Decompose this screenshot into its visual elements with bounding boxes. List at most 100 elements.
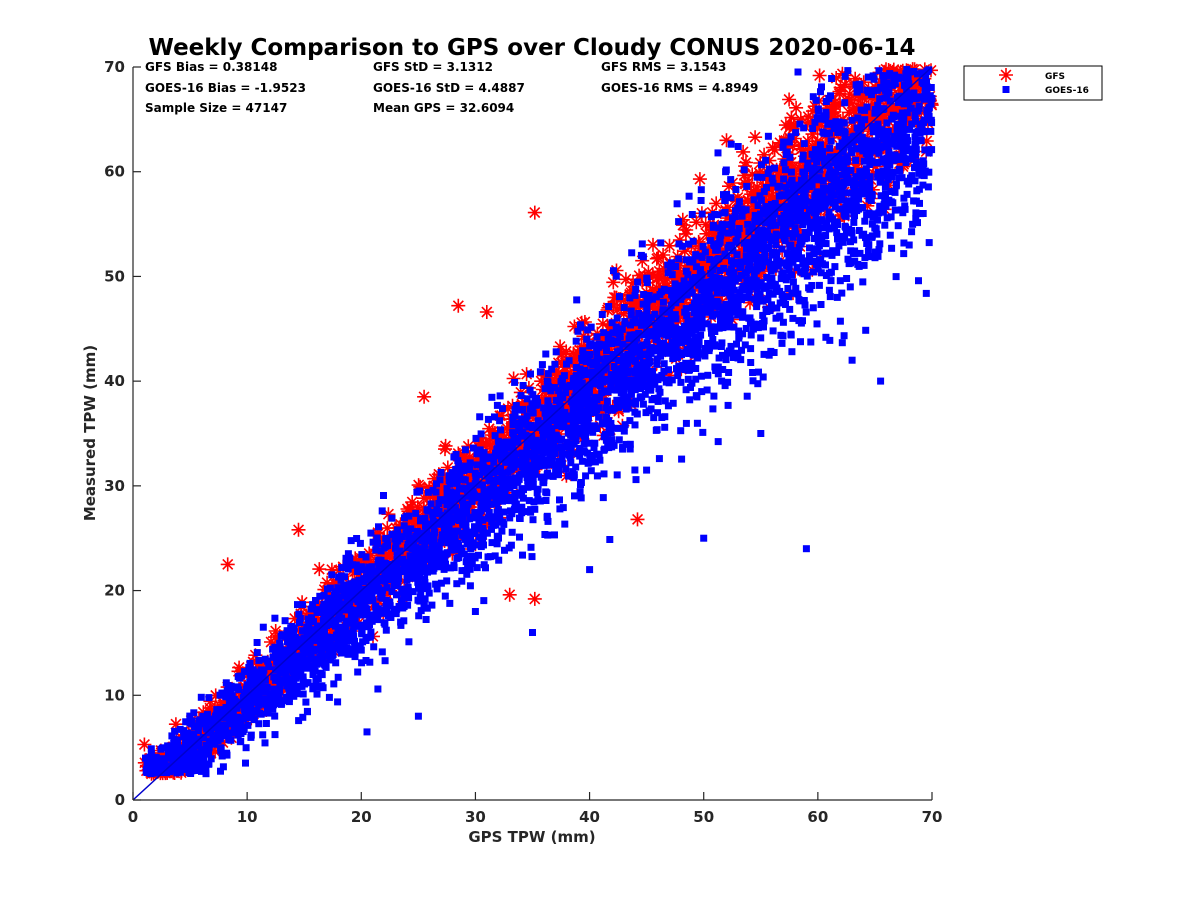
gfs-point [823,121,838,136]
goes-16-point [697,331,705,339]
goes-16-point [730,354,737,361]
goes-16-point [424,488,432,496]
gfs-point [832,84,847,99]
goes-16-point [735,198,743,206]
goes-16-point [635,372,643,380]
gfs-point [866,166,881,180]
goes-16-point [613,314,621,322]
goes-16-point [919,181,927,189]
goes-16-point [771,210,779,218]
goes-16-point [638,240,646,248]
goes-16-point [436,476,444,484]
goes-16-point [582,371,590,379]
goes-16-point [437,469,445,476]
goes-16-point [305,621,313,629]
goes-16-point [792,129,800,137]
goes-16-point [827,193,835,201]
goes-16-point [825,286,833,294]
goes-16-point [211,712,219,720]
goes-16-point [342,560,350,568]
goes-16-point [790,247,798,255]
goes-16-point [501,546,508,554]
goes-16-point [725,369,733,376]
goes-16-point [458,567,466,575]
gfs-point [919,134,934,148]
goes-16-point [758,173,766,181]
goes-16-point [180,727,188,735]
goes-16-point [809,268,817,276]
goes-16-point [564,472,572,480]
goes-16-point [720,264,728,272]
gfs-point [312,562,327,577]
goes-16-point [327,656,334,664]
gfs-point [785,139,800,154]
gfs-point [892,80,907,95]
goes-16-point [886,231,894,239]
goes-16-point [816,256,824,264]
gfs-point [719,232,734,247]
gfs-point [764,188,779,203]
goes-16-point [441,592,449,600]
goes-16-point [903,147,910,154]
goes-16-point [477,430,485,438]
goes-16-point [713,289,721,297]
goes-16-point [507,541,515,549]
goes-16-point [589,428,597,436]
goes-16-point [543,489,551,497]
gfs-point [385,545,400,560]
goes-16-point [610,267,617,275]
goes-16-point [772,221,780,229]
gfs-point [649,251,664,266]
goes-16-point [618,325,626,333]
goes-16-point [322,663,330,671]
gfs-point [848,71,863,86]
goes-16-point [643,338,651,346]
goes-16-point [803,211,811,219]
goes-16-point [749,377,757,385]
gfs-point [370,526,385,541]
gfs-point [855,97,869,112]
goes-16-point [626,445,634,453]
goes-16-point [652,336,660,344]
goes-16-point [543,377,551,385]
goes-16-point [603,397,611,405]
gfs-point [752,165,767,180]
goes-16-point [831,203,839,211]
gfs-point [168,717,183,732]
gfs-point [742,206,757,221]
goes-16-point [861,116,869,124]
goes-16-point [903,190,911,198]
goes-16-point [753,244,761,252]
goes-16-point [544,370,552,378]
goes-16-point [464,500,472,508]
goes-16-point [361,585,369,593]
gfs-point [462,469,477,484]
goes-16-point [720,289,728,297]
goes-16-point [801,301,809,309]
gfs-point [570,345,585,360]
goes-16-point [488,525,495,533]
goes-16-point [375,523,382,531]
goes-16-point [561,408,569,416]
goes-16-point [448,496,456,503]
goes-16-point [756,192,764,200]
goes-16-point [864,248,872,255]
goes-16-point [801,228,809,236]
goes-16-point [596,456,604,464]
goes-16-point [808,175,816,183]
goes-16-point [595,413,603,421]
gfs-point [656,248,671,262]
goes-16-point [817,88,824,96]
gfs-point [652,264,667,279]
goes-16-point [546,472,553,480]
goes-16-point [559,415,566,423]
goes-16-point [828,188,835,196]
gfs-point [515,397,529,412]
goes-16-point [796,120,804,128]
goes-16-point [472,479,480,486]
goes-16-point [866,173,874,181]
goes-16-point [785,293,793,301]
goes-16-point [313,634,321,642]
goes-16-point [783,250,791,258]
goes-16-point [584,459,592,467]
